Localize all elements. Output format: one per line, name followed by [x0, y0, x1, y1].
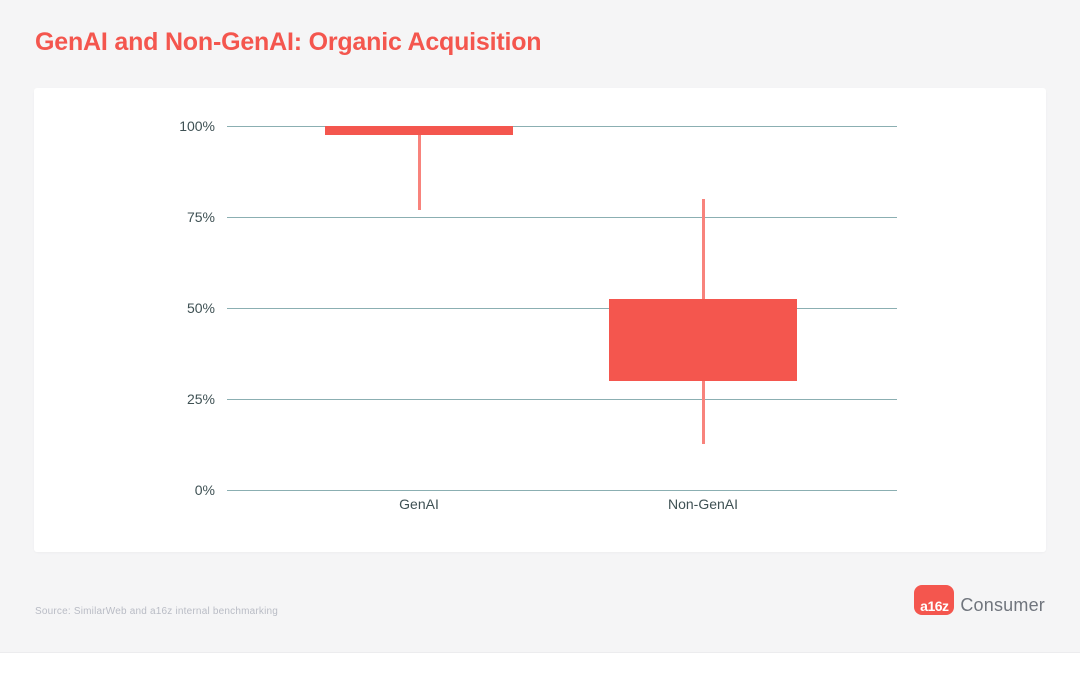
gridline-75%: [227, 217, 897, 218]
whisker-GenAI: [417, 126, 421, 210]
y-axis-tick-label: 50%: [186, 300, 215, 316]
y-axis-tick-label: 25%: [186, 391, 215, 407]
y-axis-tick-label: 75%: [186, 209, 215, 225]
consumer-wordmark: Consumer: [960, 595, 1045, 615]
box-Non-GenAI: [609, 298, 797, 381]
x-axis-category-label: GenAI: [399, 496, 439, 512]
a16z-consumer-logo: a16z Consumer: [914, 585, 1045, 615]
a16z-logo-badge: a16z: [914, 585, 955, 615]
chart-card: 0% 25% 50% 75% 100% GenAI Non-GenAI: [34, 88, 1046, 552]
y-axis-tick-label: 0%: [194, 482, 215, 498]
a16z-logo-text: a16z: [920, 598, 949, 614]
y-axis-tick-label: 100%: [179, 118, 215, 134]
page-title: GenAI and Non-GenAI: Organic Acquisition: [35, 28, 542, 56]
gridline-100%: [227, 126, 897, 127]
gridline-25%: [227, 399, 897, 400]
gridline-50%: [227, 308, 897, 309]
gridline-0%: [227, 490, 897, 491]
boxplot-chart: 0% 25% 50% 75% 100% GenAI Non-GenAI: [34, 88, 1046, 552]
x-axis-category-label: Non-GenAI: [667, 496, 739, 512]
source-note: Source: SimilarWeb and a16z internal ben…: [35, 606, 279, 617]
box-GenAI: [325, 126, 513, 136]
